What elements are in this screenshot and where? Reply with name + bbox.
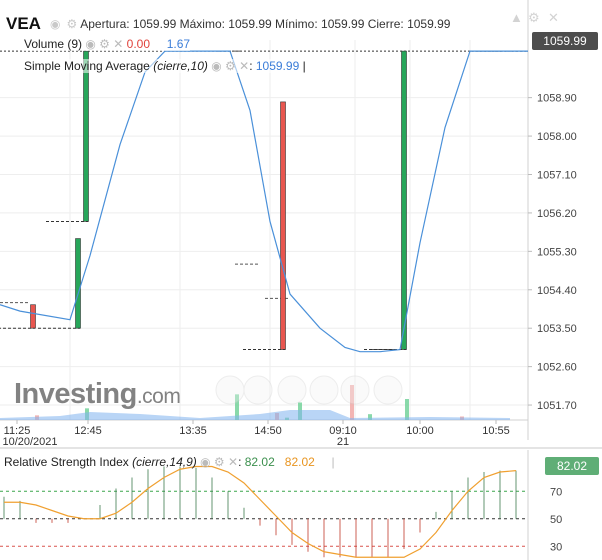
rsi-value-orange: 82.02: [284, 455, 315, 469]
volume-legend: Volume (9) ◉ ⚙ ✕ 0.00 1.67: [24, 37, 191, 51]
nav-button[interactable]: [215, 375, 245, 405]
eye-icon[interactable]: ◉ ⚙ ✕: [200, 455, 239, 469]
eye-icon[interactable]: ◉ ⚙ ✕: [211, 59, 250, 73]
investing-logo: Investing.com: [14, 378, 181, 410]
x-tick-label: 14:50: [254, 425, 282, 437]
candle-body: [280, 101, 286, 350]
y-tick-label: 1051.70: [537, 400, 577, 412]
y-tick-label: 1052.60: [537, 362, 577, 374]
rsi-legend: Relative Strength Index (cierre,14,9) ◉ …: [4, 455, 335, 469]
nav-button[interactable]: [309, 375, 339, 405]
volume-area: [0, 410, 510, 420]
volume-value-red: 0.00: [126, 37, 151, 51]
nav-button[interactable]: [373, 375, 403, 405]
x-tick-label: 10:55: [482, 425, 510, 437]
bell-icon[interactable]: ▲: [510, 10, 523, 25]
current-price-badge: 1059.99: [532, 32, 598, 50]
candle-body: [75, 238, 81, 329]
sma-label: Simple Moving Average: [24, 59, 150, 73]
rsi-params: (cierre,14,9): [132, 455, 197, 469]
volume-bar: [405, 399, 409, 420]
y-tick-label: 1058.90: [537, 93, 577, 105]
sma-params: (cierre,10): [153, 59, 208, 73]
x-tick-label: 09:10: [329, 425, 357, 437]
chart-header: VEA ◉ ⚙ Apertura: 1059.99 Máximo: 1059.9…: [6, 14, 450, 34]
y-tick-label: 1058.00: [537, 131, 577, 143]
y-tick-label: 1054.40: [537, 285, 577, 297]
sma-legend: Simple Moving Average (cierre,10) ◉ ⚙ ✕:…: [24, 59, 306, 73]
y-tick-label: 1055.30: [537, 246, 577, 258]
rsi-value-badge: 82.02: [545, 457, 599, 475]
rsi-signal-line: [4, 465, 517, 558]
volume-bar: [350, 385, 354, 420]
nav-button[interactable]: [340, 375, 370, 405]
settings-icon[interactable]: ⚙: [528, 10, 540, 25]
y-tick-label: 1057.10: [537, 169, 577, 181]
volume-bar: [235, 394, 239, 420]
x-tick-label: 10:00: [406, 425, 434, 437]
volume-label: Volume (9): [24, 37, 83, 51]
x-tick-sublabel: 21: [337, 436, 349, 448]
x-tick-label: 11:25: [4, 425, 31, 437]
rsi-level-label: 50: [550, 514, 562, 526]
symbol-label: VEA: [6, 14, 41, 33]
nav-button[interactable]: [243, 375, 273, 405]
eye-icon[interactable]: ◉ ⚙ ✕: [85, 37, 124, 51]
rsi-level-label: 70: [550, 486, 562, 498]
candle-body: [401, 50, 407, 350]
y-tick-label: 1053.50: [537, 323, 577, 335]
volume-bar: [368, 414, 372, 420]
rsi-level-label: 30: [550, 541, 562, 553]
sma-line: [0, 50, 528, 353]
volume-value-blue: 1.67: [166, 37, 191, 51]
rsi-label: Relative Strength Index: [4, 455, 129, 469]
candle-body: [30, 304, 36, 329]
ohlc-readout: Apertura: 1059.99 Máximo: 1059.99 Mínimo…: [80, 17, 451, 31]
x-tick-label: 12:45: [74, 425, 102, 437]
nav-toolbar: [215, 375, 403, 405]
sma-value: 1059.99: [255, 59, 300, 73]
y-tick-label: 1056.20: [537, 208, 577, 220]
eye-icon[interactable]: ◉: [49, 17, 61, 31]
x-tick-sublabel: 10/20/2021: [2, 436, 57, 448]
close-icon[interactable]: ✕: [548, 10, 559, 25]
gear-icon[interactable]: ⚙: [66, 17, 78, 31]
x-tick-label: 13:35: [179, 425, 207, 437]
candle-body: [83, 50, 89, 222]
nav-button[interactable]: [277, 375, 307, 405]
rsi-value-green: 82.02: [244, 455, 275, 469]
